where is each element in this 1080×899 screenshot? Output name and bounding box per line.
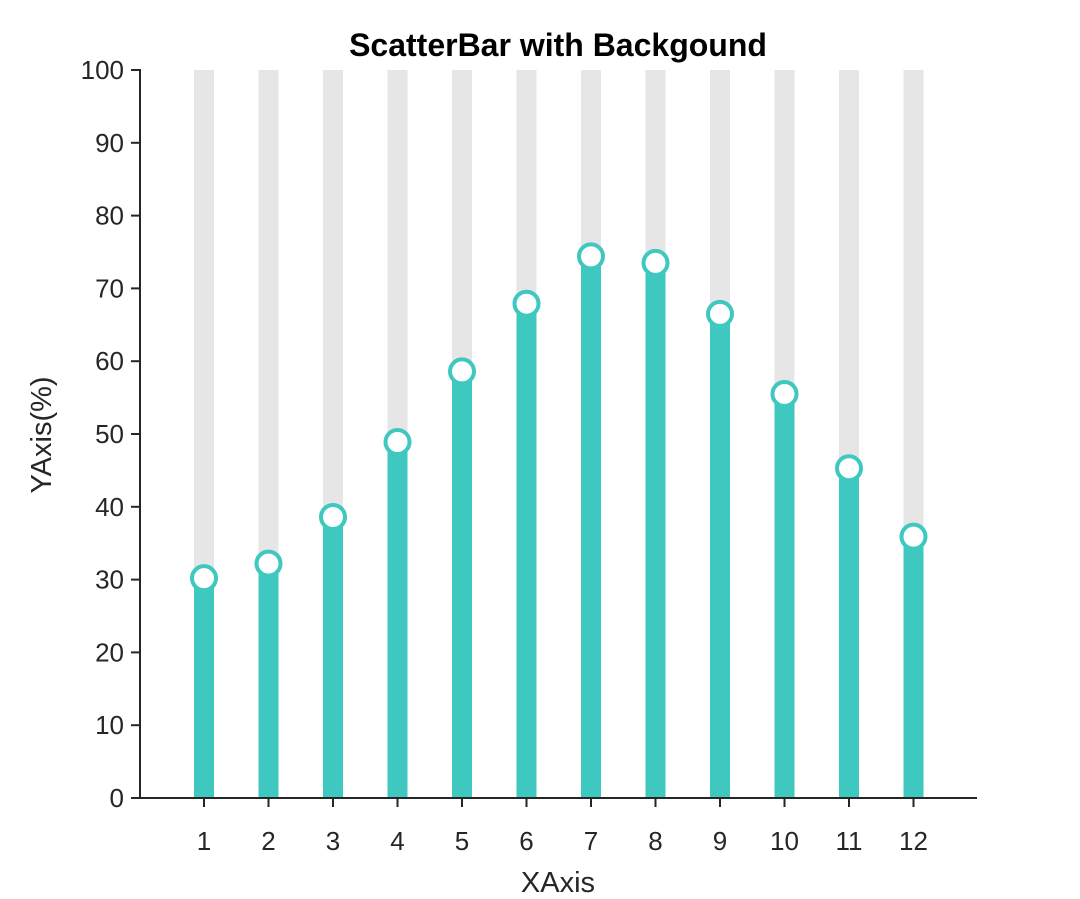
data-point-marker — [254, 549, 283, 578]
x-tick-label: 3 — [326, 826, 340, 856]
chart-title: ScatterBar with Backgound — [349, 27, 767, 63]
x-tick-label: 1 — [197, 826, 211, 856]
y-tick-label: 70 — [95, 273, 124, 303]
x-tick-label: 11 — [836, 826, 863, 856]
data-point-marker — [770, 379, 799, 408]
data-point-marker — [641, 248, 670, 277]
y-ticks: 0 10 20 30 40 50 60 70 80 90 100 — [81, 55, 140, 813]
y-tick-label: 10 — [95, 710, 124, 740]
data-point-marker — [706, 299, 734, 328]
bar — [839, 468, 859, 798]
x-ticks: 1 2 3 4 5 6 7 8 9 10 11 12 — [197, 798, 928, 856]
value-markers — [190, 242, 928, 593]
y-tick-label: 30 — [95, 565, 124, 595]
y-tick-label: 90 — [95, 128, 124, 158]
bar — [581, 256, 601, 798]
bar — [774, 393, 795, 798]
data-point-marker — [448, 357, 476, 386]
bar — [194, 578, 214, 798]
data-point-marker — [383, 428, 412, 457]
y-tick-label: 50 — [95, 419, 124, 449]
x-axis-label: XAxis — [521, 867, 595, 899]
bar — [258, 563, 279, 798]
y-tick-label: 100 — [81, 55, 124, 85]
data-point-marker — [577, 242, 605, 271]
bar — [323, 516, 343, 798]
data-point-marker — [512, 289, 541, 318]
y-tick-label: 0 — [110, 783, 124, 813]
bar — [710, 313, 730, 798]
y-tick-label: 80 — [95, 201, 124, 231]
x-tick-label: 6 — [519, 826, 533, 856]
y-tick-label: 60 — [95, 346, 124, 376]
y-tick-label: 40 — [95, 492, 124, 522]
x-tick-label: 5 — [455, 826, 469, 856]
bar — [516, 303, 537, 798]
x-tick-label: 2 — [261, 826, 275, 856]
bar — [452, 371, 472, 798]
data-point-marker — [319, 502, 347, 531]
value-bars — [194, 256, 924, 798]
x-tick-label: 4 — [390, 826, 404, 856]
data-point-marker — [190, 564, 218, 593]
background-bars — [194, 70, 924, 798]
x-tick-label: 9 — [713, 826, 727, 856]
y-tick-label: 20 — [95, 637, 124, 667]
bar — [645, 262, 666, 798]
x-tick-label: 12 — [899, 826, 928, 856]
bar — [387, 442, 408, 798]
x-tick-label: 7 — [584, 826, 598, 856]
x-tick-label: 10 — [770, 826, 799, 856]
bar — [903, 536, 924, 798]
data-point-marker — [835, 454, 863, 483]
y-axis-label: YAxis(%) — [26, 376, 58, 493]
x-tick-label: 8 — [648, 826, 662, 856]
data-point-marker — [899, 522, 928, 551]
